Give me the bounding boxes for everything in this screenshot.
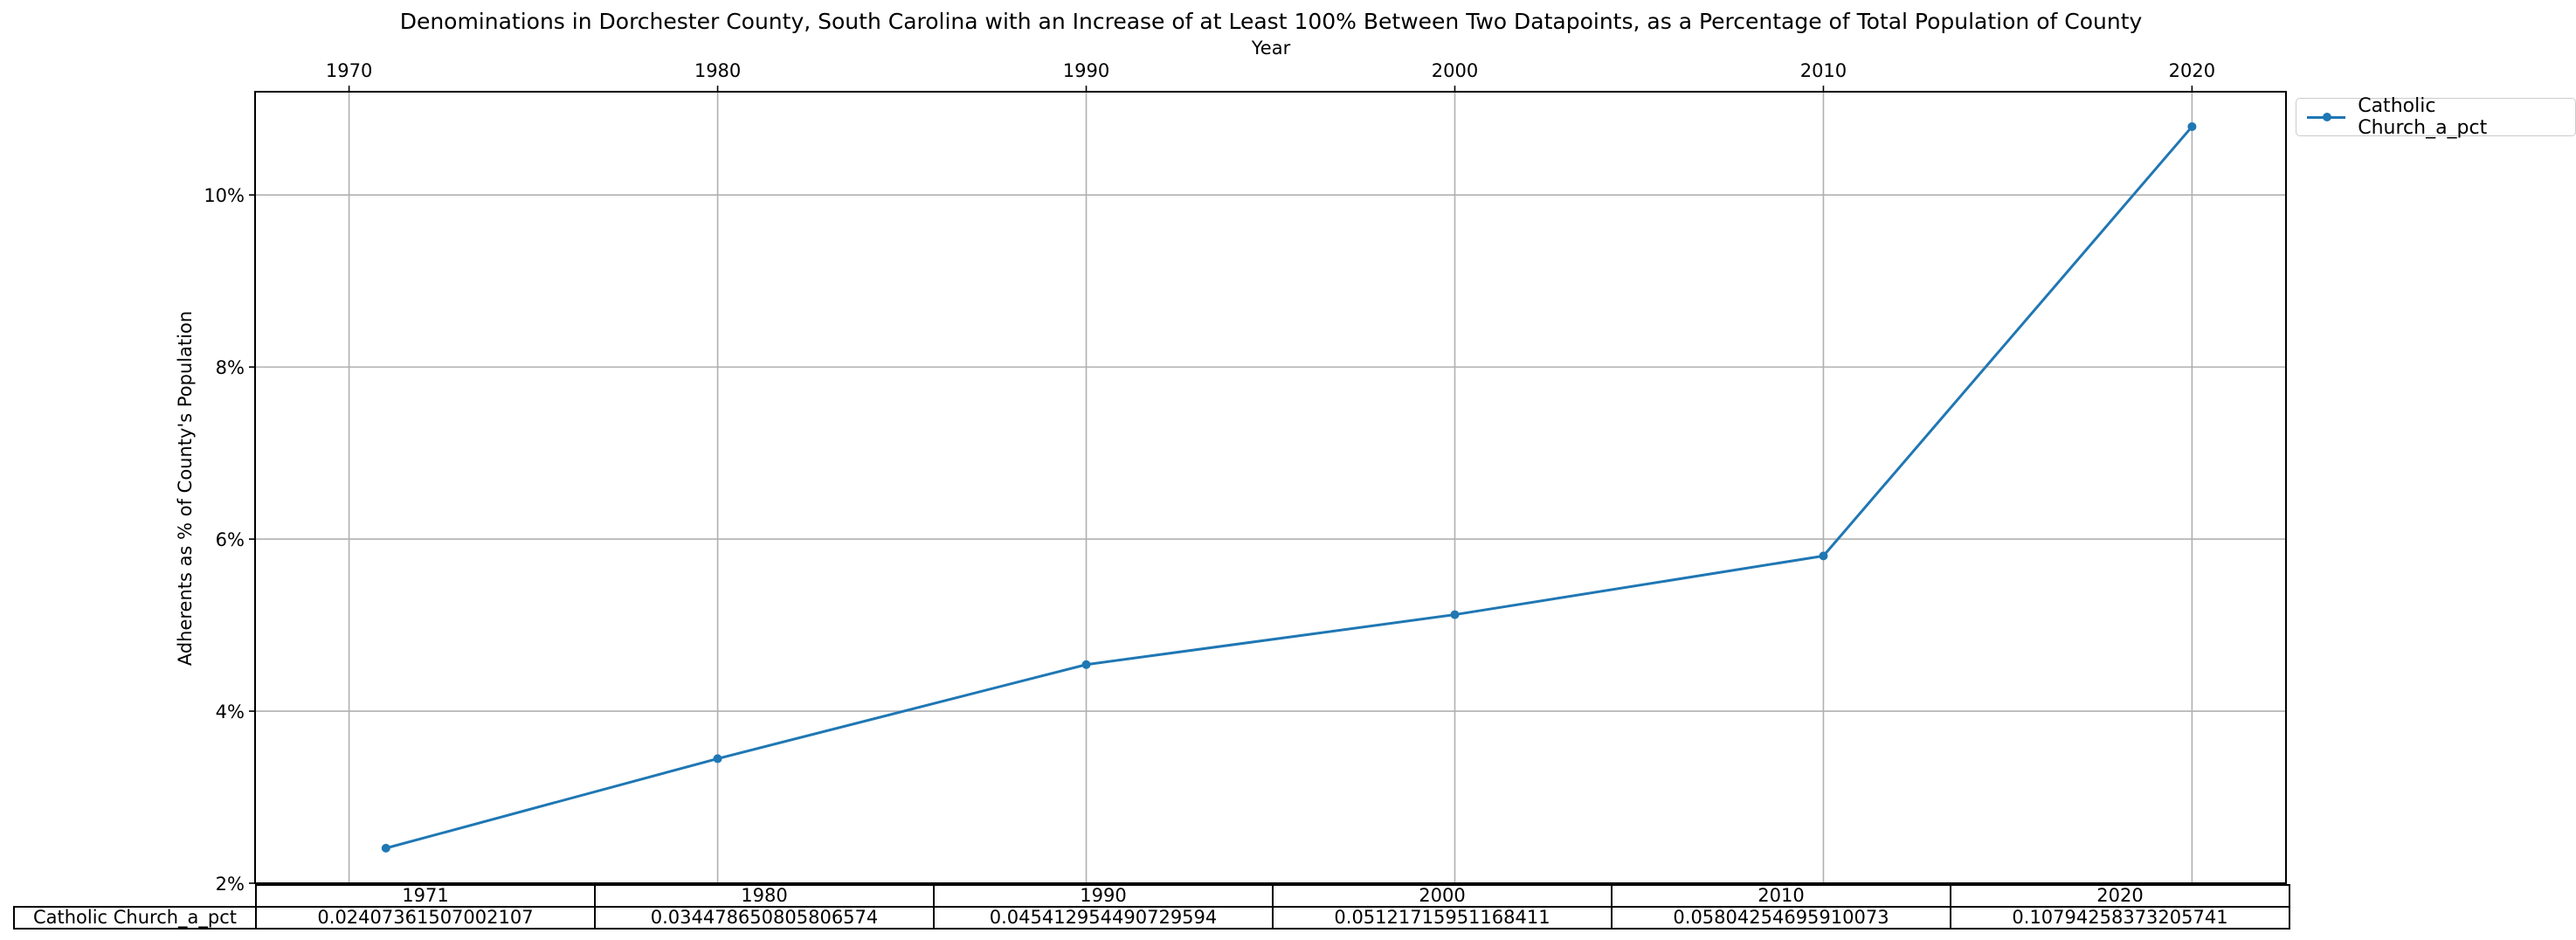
table-column-header: 1980 (594, 884, 935, 908)
data-point (1450, 610, 1460, 619)
data-point (1081, 660, 1091, 669)
x-tick-label: 1970 (326, 60, 372, 81)
table-row: Catholic Church_a_pct 0.0240736150700210… (13, 906, 2290, 930)
table-column-header: 2020 (1950, 884, 2290, 908)
table-column-header: 2000 (1272, 884, 1613, 908)
x-tick-label: 1980 (694, 60, 741, 81)
table-header-row: 1971 1980 1990 2000 2010 2020 (14, 884, 2290, 908)
plot-frame (254, 91, 2287, 884)
y-tick-label: 4% (216, 702, 245, 722)
legend-label: Catholic Church_a_pct (2358, 95, 2488, 139)
table-cell: 0.05804254695910073 (1611, 906, 1951, 930)
y-tick-label: 6% (216, 529, 245, 550)
legend: Catholic Church_a_pct (2296, 95, 2576, 139)
y-tick-label: 10% (204, 185, 245, 206)
table-row-label: Catholic Church_a_pct (13, 906, 257, 930)
x-tick-label: 2010 (1800, 60, 1847, 81)
x-tick-label: 1990 (1063, 60, 1109, 81)
axis-ticks: 1970 1980 1990 2000 2010 2020 2% 4% 6% 8% 10% (204, 60, 2215, 895)
series-line (385, 125, 2193, 850)
table-corner (14, 885, 256, 907)
data-point (713, 754, 722, 764)
table-cell: 0.034478650805806574 (594, 906, 935, 930)
table-column-header: 1990 (933, 884, 1274, 908)
y-axis-label: Adherents as % of County's Population (175, 311, 196, 666)
data-point (2187, 121, 2197, 131)
y-tick-label: 2% (216, 874, 245, 895)
table-cell: 0.045412954490729594 (933, 906, 1274, 930)
data-point (1819, 551, 1828, 561)
table-cell: 0.02407361507002107 (255, 906, 596, 930)
grid (255, 92, 2286, 883)
table-cell: 0.10794258373205741 (1950, 906, 2290, 930)
legend-swatch (2307, 107, 2346, 127)
table-column-header: 2010 (1611, 884, 1951, 908)
series (381, 121, 2197, 853)
x-tick-label: 2020 (2169, 60, 2215, 81)
chart-title: Denominations in Dorchester County, Sout… (400, 9, 2143, 34)
table-column-header: 1971 (255, 884, 596, 908)
y-tick-label: 8% (216, 357, 245, 378)
x-axis-label: Year (1251, 38, 1291, 59)
table-cell: 0.05121715951168411 (1272, 906, 1613, 930)
x-tick-label: 2000 (1432, 60, 1478, 81)
data-table: 1971 1980 1990 2000 2010 2020 Catholic C… (13, 884, 2290, 930)
data-point (381, 843, 390, 853)
